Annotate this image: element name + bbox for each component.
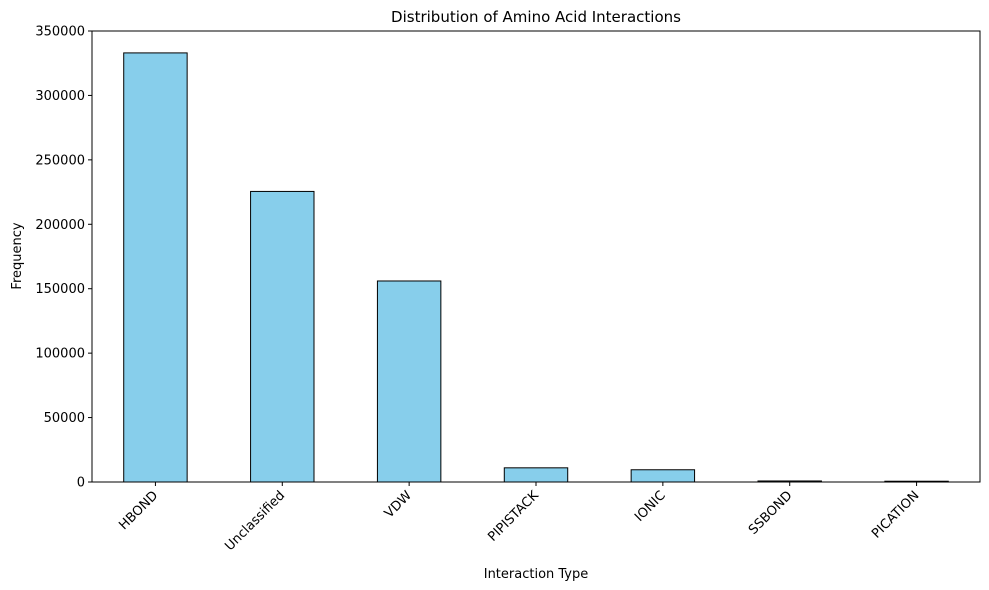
bar-hbond (123, 52, 188, 483)
y-tick-label: 300000 (35, 89, 85, 104)
y-tick-label: 350000 (35, 25, 85, 40)
x-tick-label: PIPISTACK (485, 488, 542, 545)
y-axis-title: Frequency (10, 222, 25, 289)
x-tick-label: Unclassified (222, 488, 288, 554)
bars-group (123, 52, 949, 483)
y-tick-label: 150000 (35, 282, 85, 297)
y-tick-label: 100000 (35, 347, 85, 362)
plot-frame (91, 30, 981, 483)
y-tick-label: 50000 (44, 411, 85, 426)
x-tick-label: SSBOND (746, 488, 796, 538)
y-axis-ticks: 0 50000 100000 150000 200000 250000 300000 3500… (35, 25, 92, 491)
chart-title: Distribution of Amino Acid Interactions (391, 8, 681, 26)
x-tick-label: HBOND (116, 488, 161, 533)
y-tick-label: 200000 (35, 218, 85, 233)
x-tick-label: VDW (382, 488, 415, 521)
x-axis-ticks: HBOND Unclassified VDW PIPISTACK IONIC SSBOND… (116, 482, 922, 554)
bar-vdw (376, 280, 442, 483)
bar-unclassified (250, 190, 315, 483)
y-tick-label: 250000 (35, 153, 85, 168)
x-tick-label: IONIC (632, 488, 669, 525)
bar-ionic (630, 469, 696, 483)
bar-pipistack (503, 467, 569, 483)
x-axis-title: Interaction Type (484, 567, 589, 582)
x-tick-label: PICATION (869, 488, 922, 541)
y-tick-label: 0 (77, 476, 85, 491)
